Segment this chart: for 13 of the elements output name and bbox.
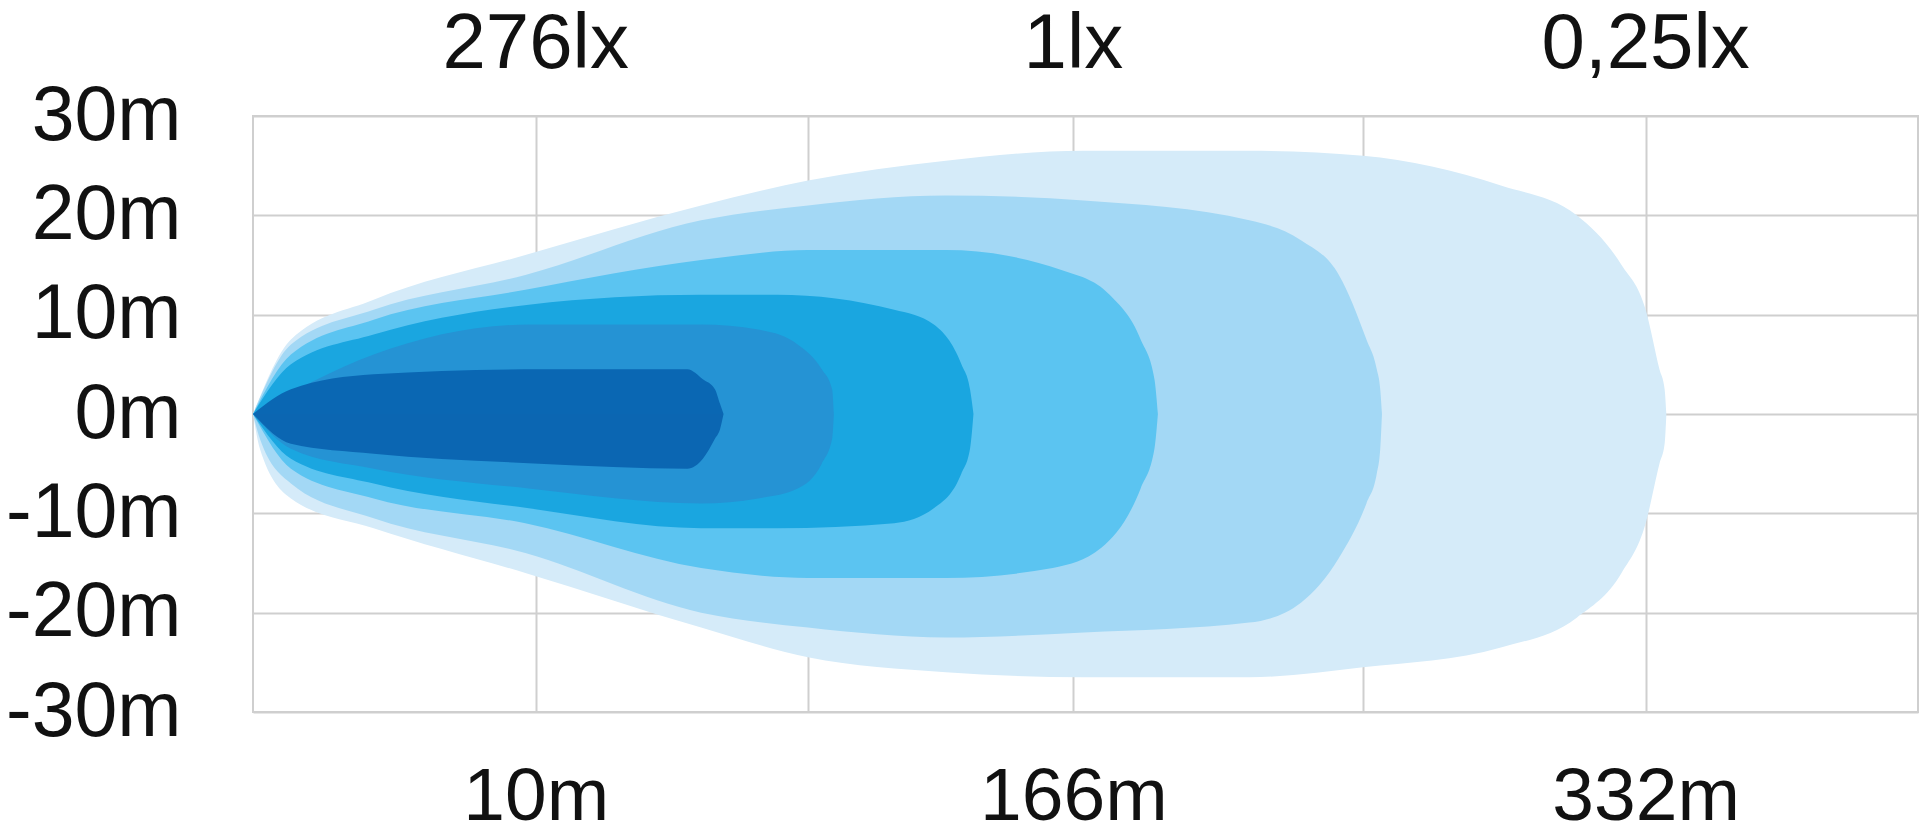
y-tick-label: 30m [31,69,182,156]
text: 1lx [1023,0,1124,85]
text: 276lx [442,0,629,85]
x-tick-label: 332m [1552,751,1740,822]
y-tick-label: 20m [31,168,182,255]
x-tick-label: 10m [463,751,610,822]
y-tick-label: -10m [6,466,182,553]
y-tick-label: 10m [31,268,182,355]
x-tick-label: 166m [980,751,1168,822]
y-tick-label: 0m [74,367,182,454]
y-tick-label: -20m [6,566,182,653]
text: 0,25lx [1541,0,1750,85]
y-tick-label: -30m [6,665,182,752]
